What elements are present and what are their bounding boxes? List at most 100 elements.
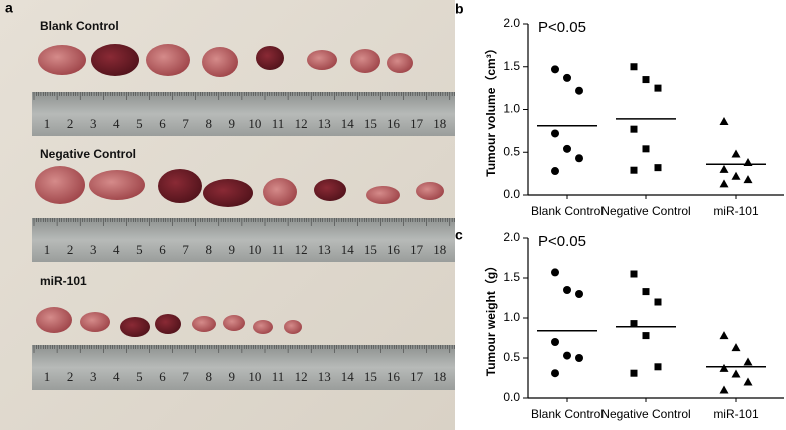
group-label: miR-101 xyxy=(40,274,87,288)
ruler-number: 15 xyxy=(364,116,377,131)
ruler-number: 4 xyxy=(113,369,120,384)
data-point xyxy=(551,268,559,277)
y-tick-label: 1.0 xyxy=(503,102,520,116)
ruler-number: 6 xyxy=(159,242,166,257)
data-point xyxy=(642,288,650,296)
y-tick-label: 1.5 xyxy=(503,270,520,284)
data-point xyxy=(575,154,583,163)
ruler-number: 4 xyxy=(113,242,120,257)
ruler-number: 16 xyxy=(387,369,401,384)
annotation: P<0.05 xyxy=(538,233,586,250)
data-point xyxy=(630,63,638,71)
ruler-number: 11 xyxy=(272,369,285,384)
group-label: Blank Control xyxy=(40,19,119,33)
data-point xyxy=(719,164,729,173)
data-point xyxy=(654,298,662,306)
group-label: Negative Control xyxy=(40,147,136,161)
y-tick-label: 0.0 xyxy=(503,390,520,404)
y-tick-label: 0.5 xyxy=(503,144,520,158)
ruler-number: 9 xyxy=(229,369,236,384)
data-point xyxy=(719,331,729,340)
data-point xyxy=(630,369,638,377)
data-point xyxy=(551,65,559,74)
data-point xyxy=(719,179,729,188)
data-point xyxy=(642,145,650,153)
y-tick-label: 0.5 xyxy=(503,350,520,364)
ruler xyxy=(32,218,455,262)
ruler xyxy=(32,92,455,136)
ruler-number: 11 xyxy=(272,242,285,257)
data-point xyxy=(563,73,571,82)
ruler-number: 13 xyxy=(318,116,331,131)
ruler-number: 12 xyxy=(295,242,308,257)
data-point xyxy=(719,363,729,372)
data-point xyxy=(731,149,741,158)
ruler xyxy=(32,345,455,390)
data-point xyxy=(551,369,559,378)
ruler-number: 18 xyxy=(433,116,446,131)
ruler-number: 1 xyxy=(44,369,51,384)
data-point xyxy=(719,385,729,394)
data-point xyxy=(563,286,571,294)
data-point xyxy=(575,354,583,362)
ruler-number: 7 xyxy=(182,116,189,131)
y-tick-label: 1.5 xyxy=(503,59,520,73)
ruler-number: 5 xyxy=(136,369,143,384)
data-point xyxy=(551,129,559,138)
ruler-number: 12 xyxy=(295,369,308,384)
ruler-number: 14 xyxy=(341,116,355,131)
ruler-number: 9 xyxy=(229,116,236,131)
ruler-number: 17 xyxy=(410,116,424,131)
ruler-number: 9 xyxy=(229,242,236,257)
data-point xyxy=(642,332,650,340)
ruler-number: 2 xyxy=(67,116,74,131)
data-point xyxy=(654,164,662,172)
ruler-number: 11 xyxy=(272,116,285,131)
data-point xyxy=(743,175,753,184)
data-point xyxy=(551,167,559,176)
data-point xyxy=(563,351,571,360)
data-point xyxy=(731,171,741,180)
data-point xyxy=(575,290,583,298)
x-tick-label: Negative Control xyxy=(601,204,690,218)
ruler-number: 2 xyxy=(67,242,74,257)
data-point xyxy=(630,166,638,174)
ruler-number: 3 xyxy=(90,369,97,384)
data-point xyxy=(731,343,741,352)
data-point xyxy=(654,363,662,371)
panel-label: a xyxy=(5,0,13,16)
y-tick-label: 1.0 xyxy=(503,310,520,324)
data-point xyxy=(563,144,571,153)
ruler-number: 18 xyxy=(433,242,446,257)
ruler-number: 8 xyxy=(205,369,212,384)
y-tick-label: 0.0 xyxy=(503,187,520,201)
x-tick-label: miR-101 xyxy=(713,407,759,421)
ruler-number: 6 xyxy=(159,369,166,384)
y-tick-label: 2.0 xyxy=(503,230,520,244)
data-point xyxy=(642,76,650,84)
panel-label: c xyxy=(455,227,463,243)
ruler-number: 18 xyxy=(433,369,446,384)
ruler-number: 5 xyxy=(136,242,143,257)
x-tick-label: miR-101 xyxy=(713,204,759,218)
data-point xyxy=(630,270,638,278)
annotation: P<0.05 xyxy=(538,19,586,36)
ruler-number: 5 xyxy=(136,116,143,131)
ruler-number: 13 xyxy=(318,242,331,257)
ruler-number: 10 xyxy=(248,369,261,384)
ruler-number: 14 xyxy=(341,369,355,384)
data-point xyxy=(575,86,583,95)
ruler-number: 1 xyxy=(44,116,51,131)
panel-label: b xyxy=(455,1,464,17)
ruler-number: 2 xyxy=(67,369,74,384)
ruler-number: 8 xyxy=(205,242,212,257)
ruler-number: 4 xyxy=(113,116,120,131)
data-point xyxy=(719,116,729,125)
ruler-number: 15 xyxy=(364,242,377,257)
ruler-number: 1 xyxy=(44,242,51,257)
ruler-number: 15 xyxy=(364,369,377,384)
ruler-number: 17 xyxy=(410,369,424,384)
ruler-number: 10 xyxy=(248,242,261,257)
y-axis-label: Tumour weight（g） xyxy=(483,260,498,376)
